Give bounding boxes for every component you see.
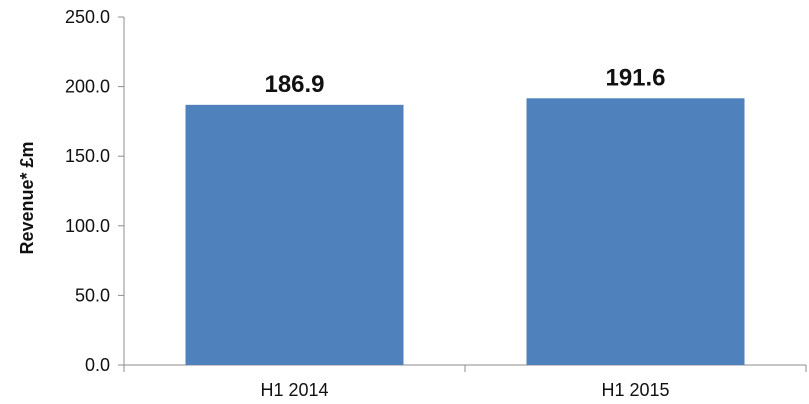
bars [185,98,745,366]
y-tick-label: 250.0 [65,7,110,27]
y-tick-label: 200.0 [65,77,110,97]
data-label: 191.6 [605,64,665,91]
y-axis: 0.0 50.0 100.0 150.0 200.0 250.0 [65,7,125,375]
y-axis-title: Revenue* £m [17,141,37,254]
y-tick-label: 100.0 [65,216,110,236]
y-tick-label: 50.0 [75,285,110,305]
x-axis: H1 2014 H1 2015 [123,364,807,400]
data-labels: 186.9 191.6 [264,64,665,98]
data-label: 186.9 [264,71,324,98]
bar-1 [185,104,404,365]
y-tick-label: 150.0 [65,146,110,166]
y-tick-label: 0.0 [85,355,110,375]
x-tick-label: H1 2015 [601,380,669,400]
bar-2 [526,98,745,366]
x-tick-label: H1 2014 [260,380,328,400]
